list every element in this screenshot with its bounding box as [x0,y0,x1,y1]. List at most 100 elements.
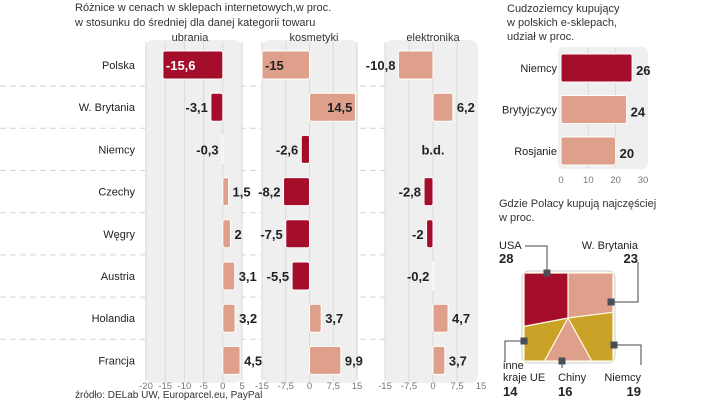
data-label: 3,7 [449,353,467,368]
data-label: -5,5 [267,269,289,284]
slice-label: kraje UE [503,372,545,384]
bar [210,92,224,122]
leader-line [614,344,642,365]
slice-label: W. Brytania [582,240,639,252]
category-label: Niemcy [520,63,557,75]
leader-marker [558,357,566,365]
tick-label: 7,5 [327,381,340,392]
pie-slice [567,272,614,319]
bar [222,219,231,249]
leader-marker [607,298,615,306]
category-label: Rosjanie [514,146,557,158]
tick-label: -5 [199,381,207,392]
leader-line [525,245,548,273]
series-title-kosmetyki: kosmetyki [290,32,339,44]
bar [162,50,224,80]
tick-label: 10 [583,175,594,186]
bar [432,345,446,375]
tick-label: 0 [220,381,225,392]
data-label: -0,2 [407,269,429,284]
data-label: 4,5 [244,353,262,368]
pie-slice [567,311,614,362]
tick-label: -10 [178,381,192,392]
tick-label: 5 [239,381,244,392]
tick-label: -15 [158,381,172,392]
bar [432,303,449,333]
data-label: 3,7 [325,311,343,326]
category-label: Austria [101,271,136,283]
bar [560,53,633,83]
leader-line [504,340,524,362]
pie-slice [543,316,593,362]
slice-label: inne [503,360,524,372]
data-label: -15 [265,58,284,73]
main-title-line2: w stosunku do średniej dla danej kategor… [75,17,316,29]
series-title-ubrania: ubrania [172,32,210,44]
category-label: Holandia [92,313,136,325]
panel-ubrania [145,40,242,383]
data-label: 3,1 [239,269,257,284]
bar [309,92,356,122]
category-label: Polska [102,60,136,72]
data-label: -0,3 [196,142,218,157]
foreign-buyers-title-3: udział w proc. [507,31,575,43]
leader-marker [543,269,551,277]
bar [222,261,236,291]
bar [423,177,434,207]
bar [300,134,310,164]
bar [560,95,628,124]
bar [291,261,311,291]
slice-value: 28 [499,251,513,266]
bar [432,92,454,122]
data-label: -2,8 [399,185,421,200]
category-label: Francja [98,355,136,367]
bar [222,345,241,375]
leader-marker [610,341,618,349]
bar [309,303,322,333]
data-label: -15,6 [166,58,196,73]
category-label: Czechy [98,187,135,199]
category-label: Niemcy [98,144,135,156]
pie-slice [523,272,569,328]
square-pie [523,272,614,362]
tick-label: 0 [430,381,435,392]
leader-line [611,262,639,303]
bar [222,303,236,333]
series-title-elektronika: elektronika [406,32,460,44]
data-label: -8,2 [258,185,280,200]
slice-label: USA [499,240,522,252]
data-label: -2,6 [276,142,298,157]
data-label: 1,5 [233,185,251,200]
data-label: 20 [620,146,634,161]
pie-title-2: w proc. [499,212,535,224]
tick-label: 15 [352,381,363,392]
category-label: W. Brytania [79,102,136,114]
source-note: źródło: DELab UW, Europarcel.eu, PayPal [75,390,263,401]
pie-title-1: Gdzie Polacy kupują najczęściej [499,198,657,210]
main-title-line1: Różnice w cenach w sklepach internetowyc… [75,2,332,14]
bar [285,219,310,249]
tick-label: 0 [558,175,563,186]
category-label: Brytyjczycy [502,105,558,117]
data-label: 14,5 [327,100,352,115]
leader-marker [520,337,528,345]
data-label: 4,7 [452,311,470,326]
tick-label: -7,5 [278,381,294,392]
data-label: 2 [234,227,241,242]
data-label: 24 [631,105,646,120]
foreign-buyers-title-2: w polskich e-sklepach, [507,17,618,29]
pie-slice [523,317,570,362]
tick-label: 20 [610,175,621,186]
slice-value: 23 [624,251,638,266]
data-label: 9,9 [345,353,363,368]
data-label: -2 [412,227,424,242]
tick-label: 0 [307,381,312,392]
tick-label: -20 [139,381,153,392]
bar [426,219,434,249]
bar [309,345,342,375]
bar [221,134,224,164]
panel-elektronika [385,40,478,383]
tick-label: 30 [638,175,649,186]
slice-value: 14 [503,384,518,399]
